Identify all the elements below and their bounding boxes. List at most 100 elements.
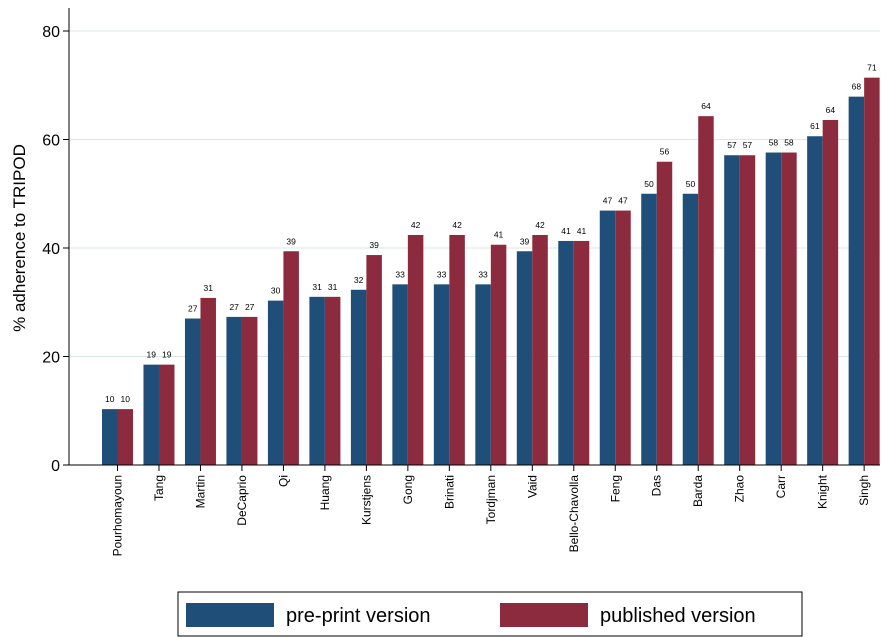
bar-published [158,364,175,465]
bar-value-label: 56 [660,147,670,157]
bar-value-label: 33 [437,269,447,279]
x-tick-label: Knight [816,474,830,509]
bar-value-label: 47 [618,196,628,206]
legend-swatch-pre-print [186,603,274,627]
x-tick-label: Zhao [733,475,747,503]
bar-value-label: 47 [603,196,613,206]
bar-published [532,234,548,465]
legend: pre-print version published version [177,591,803,637]
legend-label-published: published version [600,605,756,627]
bar-pre-print [267,300,284,465]
bar-pre-print [309,296,325,465]
x-tick-label: Carr [774,475,788,498]
bar-pre-print [807,136,823,465]
bar-value-label: 41 [494,230,504,240]
bar-pre-print [848,96,865,465]
bar-pre-print [558,240,574,465]
bar-published [490,244,507,465]
bar-value-label: 30 [271,286,281,296]
bar-pre-print [226,316,242,465]
bar-published [283,251,299,465]
bar-value-label: 27 [229,302,239,312]
y-tick-label: 0 [51,458,60,475]
bar-pre-print [641,193,657,465]
bar-value-label: 19 [162,350,172,360]
bars [102,77,880,466]
bar-value-label: 42 [452,220,462,230]
bar-value-label: 64 [701,101,711,111]
bar-value-label: 68 [852,82,862,92]
bar-pre-print [516,251,533,465]
bar-value-label: 57 [727,140,737,150]
bar-published [407,234,424,465]
bar-pre-print [392,284,408,465]
bar-value-label: 27 [245,302,255,312]
y-tick-label: 20 [42,350,60,367]
bar-value-label: 71 [867,63,877,73]
x-tick-label: Huang [318,475,332,510]
bar-pre-print [143,364,159,465]
y-axis-label: % adherence to TRIPOD [10,144,29,332]
bar-value-label: 41 [561,226,571,236]
axes [68,8,880,466]
bar-published [449,234,465,465]
bar-pre-print [475,284,491,465]
x-tick-label: Pourhomayoun [111,475,125,556]
bar-published [698,116,714,466]
bar-value-label: 27 [188,304,198,314]
bar-value-label: 42 [411,220,421,230]
bar-published [656,161,673,465]
bar-published [615,210,631,465]
x-tick-label: Bello-Chavolla [567,475,581,553]
y-tick-label: 60 [42,133,60,150]
bar-value-labels: 10 10 19 19 27 31 27 27 30 39 31 31 32 39 33 42 33 42 33 41… [105,63,877,404]
legend-box [177,591,803,637]
x-tick-label: Qi [276,475,290,487]
bar-pre-print [350,289,367,465]
bar-value-label: 31 [312,282,322,292]
bar-value-label: 41 [577,226,587,236]
y-axis-ticks: 0 20 40 60 80 [42,24,69,475]
x-tick-label: Feng [608,475,622,502]
x-tick-label: Vaid [525,475,539,498]
x-tick-label: Martin [193,475,207,508]
bar-value-label: 58 [769,138,779,148]
x-tick-label: Barda [691,475,705,507]
bar-published [324,296,341,465]
y-tick-label: 80 [42,24,60,41]
bar-published [241,316,258,465]
bar-value-label: 19 [146,350,156,360]
x-tick-label: Tang [152,475,166,501]
bar-pre-print [682,193,699,465]
x-tick-label: Das [650,475,664,496]
bar-value-label: 39 [369,240,379,250]
bar-value-label: 57 [743,140,753,150]
bar-value-label: 10 [105,394,115,404]
bar-pre-print [102,409,118,465]
bar-pre-print [765,152,782,465]
bar-value-label: 31 [203,283,213,293]
bar-pre-print [184,318,201,465]
y-tick-label: 40 [42,241,60,258]
x-tick-label: DeCaprio [235,475,249,526]
bar-value-label: 42 [535,220,545,230]
x-tick-label: Singh [857,475,871,506]
bar-value-label: 64 [826,105,836,115]
bar-value-label: 61 [810,121,820,131]
bar-value-label: 50 [686,179,696,189]
bar-value-label: 33 [395,269,405,279]
bar-pre-print [724,155,740,466]
bar-pre-print [599,210,616,465]
legend-swatch-published [500,603,588,627]
x-tick-label: Tordjman [484,475,498,524]
x-tick-label: Brinati [442,475,456,509]
bar-published [366,255,382,465]
bar-value-label: 50 [644,179,654,189]
x-tick-label: Gong [401,475,415,504]
bar-value-label: 39 [286,236,296,246]
bar-value-label: 10 [121,394,131,404]
bar-pre-print [433,284,450,465]
bar-published [200,297,216,465]
bar-published [864,77,880,465]
